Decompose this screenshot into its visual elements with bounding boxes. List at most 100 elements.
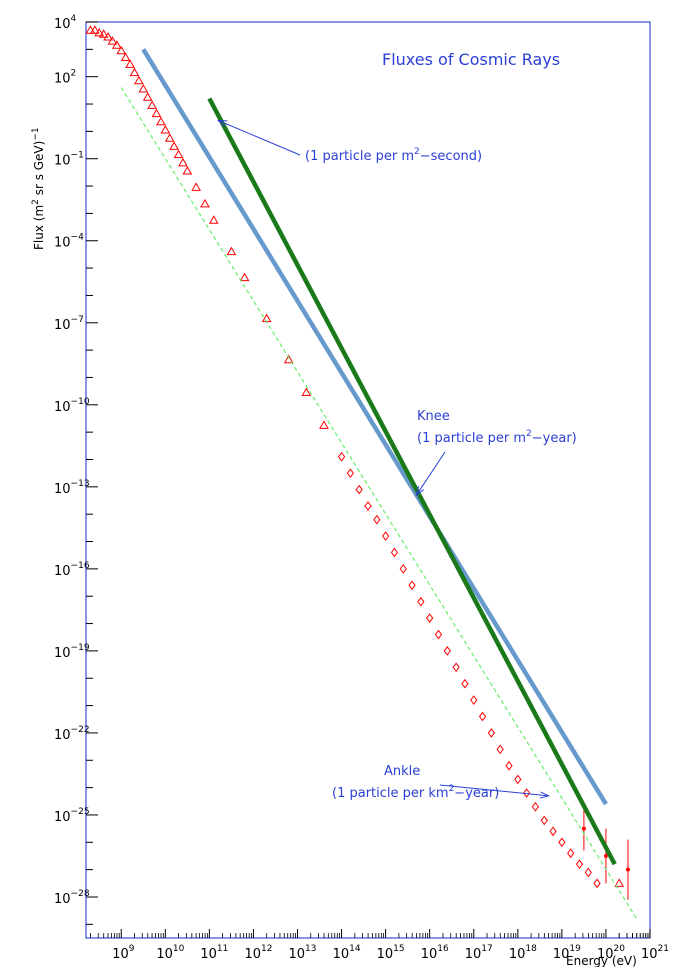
data-point-triangle bbox=[94, 27, 105, 37]
x-tick-label: 1015 bbox=[377, 944, 405, 962]
data-point-triangle bbox=[191, 182, 202, 191]
fit-line-3 bbox=[120, 87, 638, 920]
data-point-diamond bbox=[505, 760, 513, 771]
y-tick-label: 10−7 bbox=[54, 315, 84, 333]
data-point-diamond bbox=[382, 531, 390, 541]
data-point-diamond bbox=[390, 547, 399, 558]
data-point-diamond bbox=[364, 501, 372, 511]
data-point-diamond bbox=[558, 837, 566, 848]
data-point-triangle bbox=[261, 313, 272, 323]
data-point-diamond bbox=[355, 484, 363, 495]
chart-title: Fluxes of Cosmic Rays bbox=[382, 50, 560, 69]
data-point-diamond bbox=[426, 613, 434, 623]
data-point-triangle bbox=[283, 354, 294, 364]
data-point-diamond bbox=[487, 728, 495, 738]
y-tick-label: 10−10 bbox=[54, 397, 90, 415]
data-point-diamond bbox=[417, 596, 425, 607]
annotations: (1 particle per m2−second) Knee (1 particl… bbox=[216, 119, 577, 801]
data-point-triangle bbox=[138, 83, 149, 93]
x-tick-label: 1012 bbox=[244, 944, 272, 962]
data-point-triangle bbox=[107, 36, 118, 45]
x-tick-label: 1019 bbox=[553, 944, 581, 962]
data-point-diamond bbox=[434, 629, 443, 640]
y-axis-title: Flux (m2 sr s GeV)−1 bbox=[31, 127, 46, 250]
annotation-arrowhead bbox=[216, 119, 228, 127]
fit-line-1 bbox=[141, 48, 608, 806]
data-point-diamond bbox=[443, 646, 451, 656]
data-point-diamond bbox=[337, 451, 346, 462]
y-tick-label: 10−28 bbox=[54, 889, 90, 907]
data-point-error bbox=[625, 867, 630, 872]
data-point-triangle bbox=[208, 215, 219, 224]
x-tick-label: 109 bbox=[112, 944, 135, 962]
data-point-diamond bbox=[549, 826, 557, 837]
y-tick-label: 10−19 bbox=[54, 643, 90, 661]
fit-line-2 bbox=[207, 97, 617, 866]
y-axis-ticks: 104 102 10−1 10−4 10−7 10−10 10−13 10−16 10−19 10… bbox=[54, 14, 98, 925]
data-point-triangle bbox=[301, 387, 312, 397]
data-point-triangle bbox=[151, 108, 162, 118]
data-point-diamond bbox=[593, 878, 601, 889]
y-tick-label: 10−25 bbox=[54, 807, 90, 825]
annotation-arrow bbox=[217, 119, 301, 156]
x-tick-label: 1018 bbox=[509, 944, 537, 962]
data-point-triangle bbox=[89, 25, 100, 34]
data-point-triangle bbox=[147, 100, 157, 109]
data-point-diamond bbox=[567, 848, 575, 859]
x-tick-label: 1010 bbox=[156, 944, 184, 962]
data-point-triangle bbox=[120, 52, 131, 62]
data-point-triangle bbox=[98, 29, 109, 38]
x-tick-label: 1013 bbox=[289, 944, 317, 962]
data-point-triangle bbox=[200, 198, 210, 208]
y-tick-label: 10−1 bbox=[54, 151, 84, 169]
data-point-diamond bbox=[540, 815, 548, 826]
data-point-triangle bbox=[614, 878, 625, 887]
fit-lines bbox=[120, 48, 638, 920]
data-point-triangle bbox=[134, 75, 144, 85]
x-tick-label: 1014 bbox=[333, 944, 361, 962]
x-tick-label: 1017 bbox=[465, 944, 493, 962]
data-point-triangle bbox=[160, 124, 171, 134]
y-tick-label: 104 bbox=[54, 14, 77, 32]
data-point-diamond bbox=[478, 711, 487, 722]
data-point-triangle bbox=[111, 40, 122, 49]
data-point-triangle bbox=[129, 67, 140, 77]
annotation-arrowhead bbox=[539, 791, 551, 799]
annotation-knee-text: (1 particle per m2−year) bbox=[417, 429, 577, 446]
data-point-diamond bbox=[373, 514, 381, 525]
annotation-one-per-m2-second-text: (1 particle per m2−second) bbox=[305, 147, 482, 164]
data-point-triangle bbox=[173, 149, 184, 159]
data-point-error bbox=[603, 853, 608, 858]
data-point-triangle bbox=[178, 157, 188, 167]
data-point-diamond bbox=[523, 788, 531, 798]
data-point-triangle bbox=[103, 32, 113, 41]
data-point-diamond bbox=[408, 580, 416, 591]
y-tick-label: 10−13 bbox=[54, 479, 90, 497]
data-point-diamond bbox=[461, 678, 469, 689]
data-point-triangle bbox=[156, 116, 166, 126]
data-point-triangle bbox=[125, 59, 135, 68]
y-tick-label: 10−16 bbox=[54, 561, 90, 579]
annotation-ankle-text: (1 particle per km2−year) bbox=[332, 784, 499, 801]
data-point-diamond bbox=[399, 564, 407, 574]
y-tick-label: 10−22 bbox=[54, 725, 90, 743]
annotation-arrow bbox=[416, 451, 446, 496]
data-point-triangle bbox=[169, 141, 179, 150]
data-point-triangle bbox=[319, 420, 329, 429]
data-point-triangle bbox=[239, 272, 250, 282]
x-axis-title: Energy (eV) bbox=[566, 954, 637, 967]
x-tick-label: 1011 bbox=[200, 944, 228, 962]
annotation-knee-title: Knee bbox=[417, 409, 450, 424]
data-point-triangle bbox=[164, 133, 175, 142]
annotation-ankle-title: Ankle bbox=[384, 764, 420, 779]
data-point-triangle bbox=[116, 45, 127, 55]
data-point-diamond bbox=[514, 774, 522, 785]
y-tick-label: 10−4 bbox=[54, 233, 84, 251]
data-point-triangle bbox=[142, 92, 153, 101]
data-point-diamond bbox=[346, 468, 354, 478]
data-point-error bbox=[581, 826, 586, 831]
data-point-diamond bbox=[452, 662, 460, 673]
x-tick-label: 1021 bbox=[641, 944, 669, 962]
data-point-diamond bbox=[584, 867, 592, 878]
